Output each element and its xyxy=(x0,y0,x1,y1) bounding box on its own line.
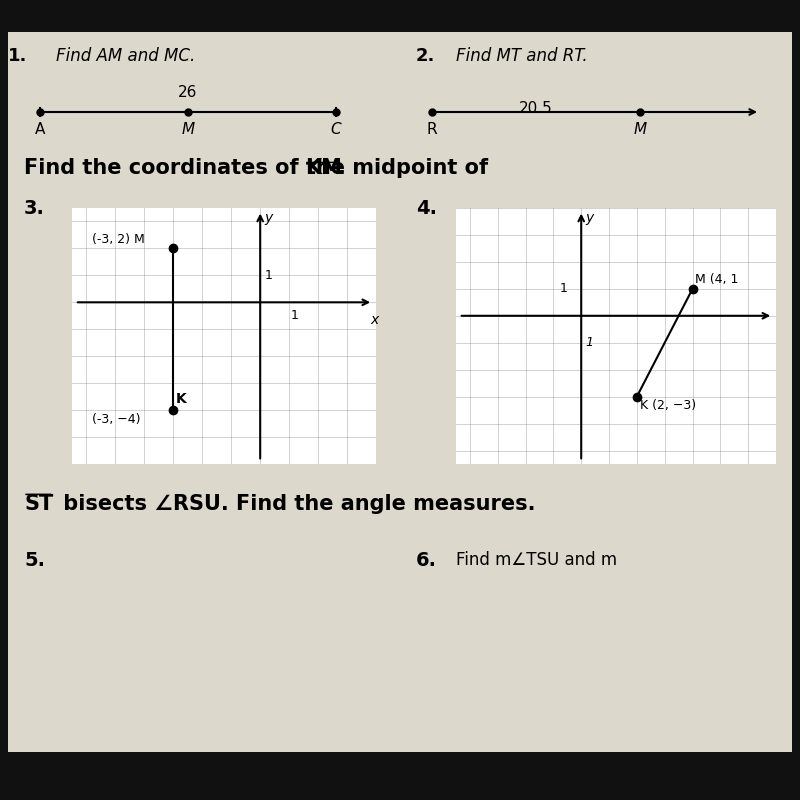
Text: y: y xyxy=(265,210,273,225)
Text: M (4, 1: M (4, 1 xyxy=(695,273,738,286)
Text: K (2, −3): K (2, −3) xyxy=(640,399,696,412)
Text: M: M xyxy=(634,122,646,137)
Text: 20.5: 20.5 xyxy=(519,101,553,116)
Text: 1: 1 xyxy=(586,336,594,350)
Text: 3.: 3. xyxy=(24,198,45,218)
Text: 26: 26 xyxy=(178,85,198,100)
Text: bisects ∠RSU. Find the angle measures.: bisects ∠RSU. Find the angle measures. xyxy=(56,494,535,514)
Text: Find AM and MC.: Find AM and MC. xyxy=(56,47,195,65)
Text: 1: 1 xyxy=(559,282,567,295)
Text: KM: KM xyxy=(306,158,342,178)
Text: A: A xyxy=(35,122,45,137)
Text: ST: ST xyxy=(24,494,54,514)
Text: (-3, −4): (-3, −4) xyxy=(92,413,141,426)
Text: .: . xyxy=(338,158,346,178)
Text: Find MT and RT.: Find MT and RT. xyxy=(456,47,588,65)
Text: 1: 1 xyxy=(265,269,273,282)
Text: M: M xyxy=(182,122,194,137)
Text: 1: 1 xyxy=(290,309,298,322)
Text: Find m∠TSU and m: Find m∠TSU and m xyxy=(456,551,617,569)
Text: 1.: 1. xyxy=(8,47,27,65)
Text: K: K xyxy=(176,392,187,406)
Text: 6.: 6. xyxy=(416,550,437,570)
Text: 5.: 5. xyxy=(24,550,45,570)
Text: C: C xyxy=(330,122,342,137)
Text: y: y xyxy=(586,210,594,225)
Text: 2.: 2. xyxy=(416,47,435,65)
Text: Find the coordinates of the midpoint of: Find the coordinates of the midpoint of xyxy=(24,158,495,178)
Text: R: R xyxy=(426,122,438,137)
Text: (-3, 2) M: (-3, 2) M xyxy=(92,233,145,246)
Text: 4.: 4. xyxy=(416,198,437,218)
Text: x: x xyxy=(370,313,378,327)
